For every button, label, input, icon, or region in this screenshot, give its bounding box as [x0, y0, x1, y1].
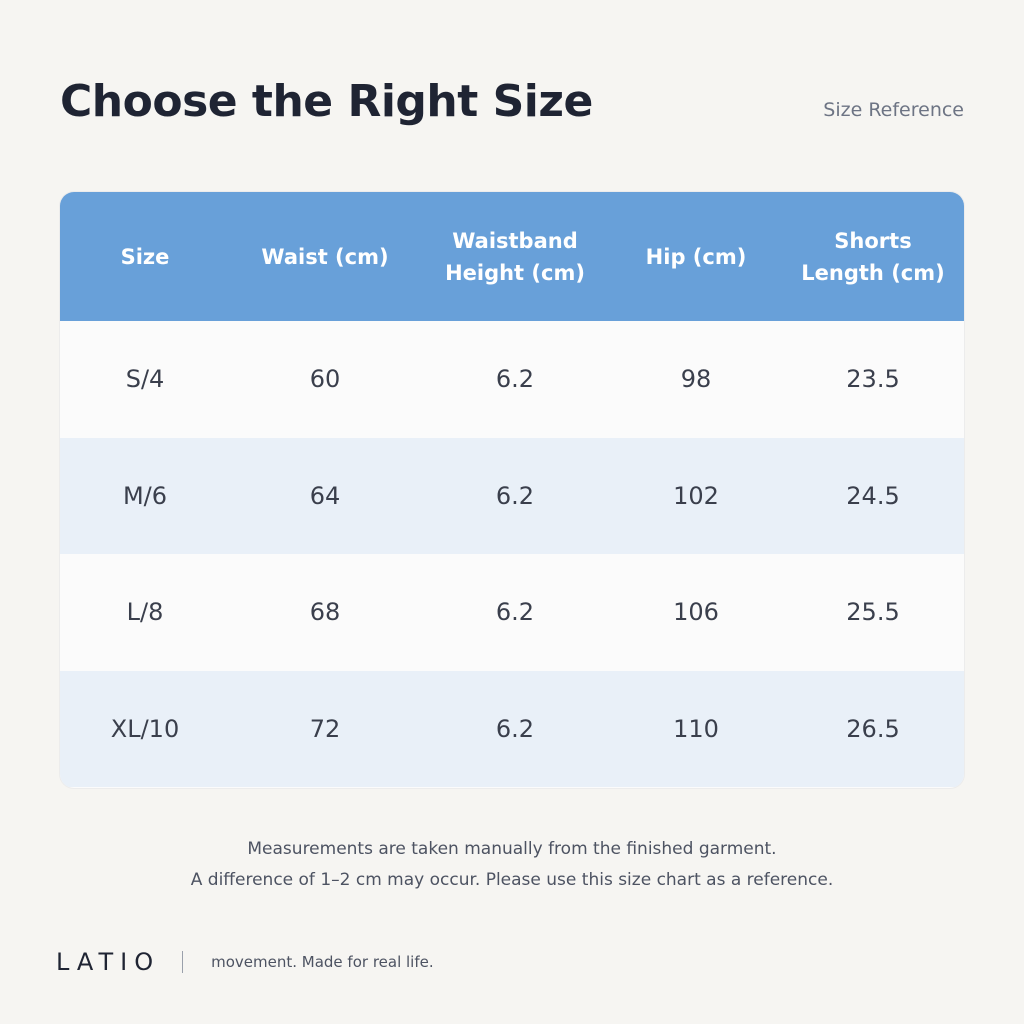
cell-hip: 106 [673, 598, 719, 627]
cell-shorts-length: 26.5 [846, 714, 900, 743]
brand-footer: LATIO movement. Made for real life. [56, 948, 434, 976]
table-row: S/4 60 6.2 98 23.5 [60, 321, 964, 438]
cell-waist: 68 [309, 598, 341, 627]
cell-waistband-height: 6.2 [495, 598, 535, 627]
cell-waist: 64 [309, 481, 341, 510]
cell-shorts-length: 25.5 [846, 598, 900, 627]
cell-size: M/6 [122, 481, 168, 510]
header-waist: Waist (cm) [261, 244, 389, 269]
brand-tagline: movement. Made for real life. [211, 953, 434, 971]
cell-waistband-height: 6.2 [495, 714, 535, 743]
reference-note: A difference of 1–2 cm may occur. Please… [190, 870, 834, 890]
header-shorts-length: Shorts Length (cm) [801, 228, 945, 285]
brand-divider [182, 951, 184, 973]
cell-waistband-height: 6.2 [495, 365, 535, 394]
cell-waistband-height: 6.2 [495, 481, 535, 510]
header-hip: Hip (cm) [645, 244, 747, 269]
header-waistband-height: Waistband Height (cm) [445, 228, 585, 285]
size-reference-label: Size Reference [823, 99, 964, 121]
cell-size: L/8 [126, 598, 164, 627]
cell-hip: 102 [673, 481, 719, 510]
cell-shorts-length: 23.5 [846, 365, 900, 394]
measurement-note: Measurements are taken manually from the… [247, 839, 777, 859]
cell-size: S/4 [125, 365, 165, 394]
table-header-row: Size Waist (cm) Waistband Height (cm) Hi… [60, 192, 964, 321]
cell-hip: 110 [673, 714, 719, 743]
table-row: L/8 68 6.2 106 25.5 [60, 554, 964, 671]
cell-shorts-length: 24.5 [846, 481, 900, 510]
cell-waist: 72 [309, 714, 341, 743]
cell-size: XL/10 [110, 714, 180, 743]
header-size: Size [120, 244, 170, 269]
table-row: M/6 64 6.2 102 24.5 [60, 437, 964, 554]
cell-hip: 98 [680, 365, 712, 394]
cell-waist: 60 [309, 365, 341, 394]
table-row: XL/10 72 6.2 110 26.5 [60, 670, 964, 787]
brand-logo: LATIO [56, 948, 161, 976]
page-title: Choose the Right Size [60, 76, 593, 127]
size-chart-table: Size Waist (cm) Waistband Height (cm) Hi… [60, 192, 964, 788]
